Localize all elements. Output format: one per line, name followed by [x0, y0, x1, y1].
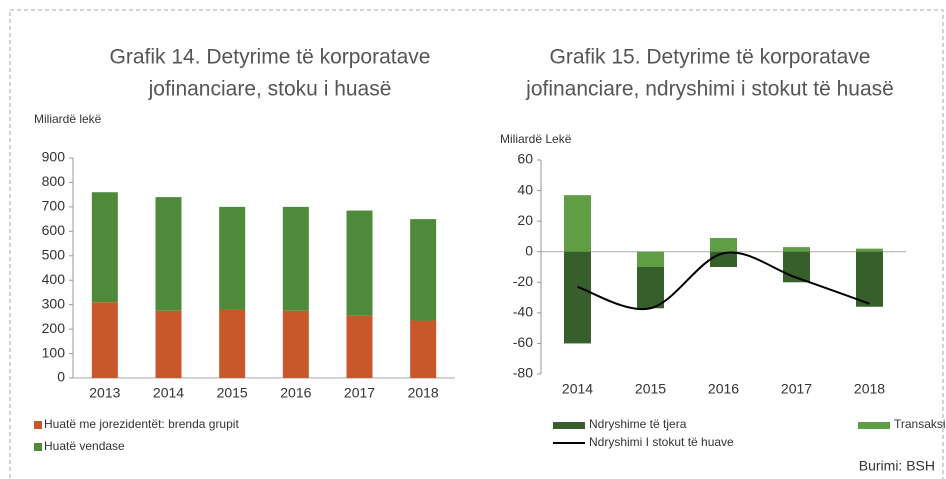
legend-label: Transaksionet — [894, 417, 946, 431]
y-tick-label: -20 — [513, 273, 533, 289]
x-tick-label: 2017 — [344, 385, 375, 401]
bar-segment — [637, 267, 664, 309]
bar-segment — [783, 247, 810, 252]
y-tick-label: 200 — [42, 320, 66, 336]
y-axis-label: Miliardë Lekë — [500, 132, 572, 146]
bar-segment — [564, 251, 591, 344]
y-tick-label: 300 — [42, 295, 66, 311]
legend-label: Huatë me jorezidentët: brenda grupit — [44, 417, 239, 431]
x-tick-label: 2015 — [217, 385, 248, 401]
bar-segment — [219, 206, 246, 310]
bar-segment — [346, 210, 373, 316]
x-tick-label: 2017 — [781, 381, 812, 397]
legend-swatch — [34, 421, 42, 429]
bar-segment — [155, 197, 182, 311]
x-tick-label: 2018 — [854, 381, 885, 397]
legend-swatch — [553, 422, 585, 429]
legend-swatch — [858, 422, 890, 429]
bar-segment — [410, 219, 437, 321]
y-tick-label: -40 — [513, 304, 533, 320]
bar-segment — [410, 320, 437, 378]
x-tick-label: 2016 — [708, 381, 739, 397]
x-tick-label: 2018 — [408, 385, 439, 401]
y-tick-label: 700 — [42, 198, 66, 214]
x-tick-label: 2014 — [562, 381, 593, 397]
y-tick-label: 60 — [517, 151, 533, 167]
y-tick-label: 0 — [525, 242, 533, 258]
y-tick-label: 800 — [42, 173, 66, 189]
bar-segment — [710, 237, 737, 252]
line — [577, 251, 870, 311]
chart-title: jofinanciare, stoku i huasë — [148, 78, 392, 101]
bar-segment — [856, 248, 883, 252]
legend-swatch — [34, 443, 42, 451]
y-tick-label: 0 — [57, 369, 65, 385]
y-tick-label: 900 — [42, 149, 66, 165]
x-tick-label: 2013 — [89, 385, 120, 401]
chart-title: Grafik 14. Detyrime të korporatave — [110, 46, 431, 69]
bar-segment — [282, 206, 309, 311]
x-tick-label: 2014 — [153, 385, 184, 401]
y-tick-label: 500 — [42, 246, 66, 262]
legend-label: Ndryshime të tjera — [589, 417, 687, 431]
legend-label: Huatë vendase — [44, 439, 125, 453]
bar-segment — [564, 195, 591, 252]
chart-title: Grafik 15. Detyrime të korporatave — [550, 46, 871, 69]
legend-label: Ndryshimi I stokut të huave — [589, 435, 734, 449]
bar-segment — [91, 192, 118, 303]
bar-segment — [155, 310, 182, 378]
y-axis-label: Miliardë lekë — [34, 112, 102, 126]
y-tick-label: 600 — [42, 222, 66, 238]
frame — [9, 9, 944, 479]
bar-segment — [91, 302, 118, 378]
y-tick-label: -60 — [513, 334, 533, 350]
bar-segment — [856, 251, 883, 307]
y-tick-label: 20 — [517, 212, 533, 228]
y-tick-label: -80 — [513, 365, 533, 381]
y-tick-label: 100 — [42, 344, 66, 360]
bar-segment — [282, 310, 309, 378]
bar-segment — [219, 309, 246, 378]
x-tick-label: 2015 — [635, 381, 666, 397]
x-tick-label: 2016 — [280, 385, 311, 401]
chart-title: jofinanciare, ndryshimi i stokut të huas… — [525, 78, 894, 101]
y-tick-label: 40 — [517, 181, 533, 197]
bar-segment — [637, 251, 664, 267]
bar-segment — [346, 315, 373, 378]
y-tick-label: 400 — [42, 271, 66, 287]
source: Burimi: BSH — [859, 458, 935, 474]
